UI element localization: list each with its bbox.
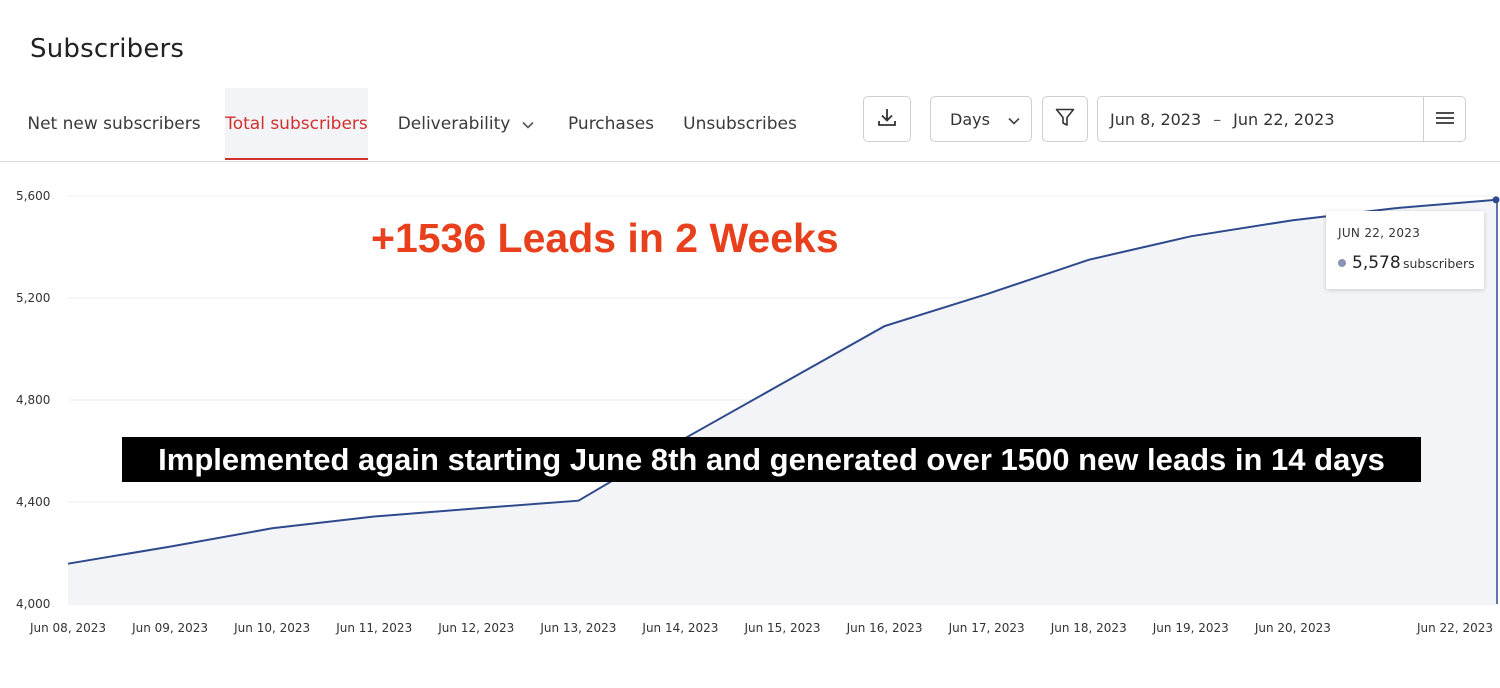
series-line (67, 198, 1498, 565)
headline-annotation: +1536 Leads in 2 Weeks (371, 215, 839, 261)
date-start: Jun 8, 2023 (1110, 109, 1202, 129)
page-title: Subscribers (30, 34, 185, 64)
x-tick-label: Jun 19, 2023 (1152, 621, 1229, 635)
tooltip-unit: subscribers (1403, 256, 1475, 271)
tooltip-series-dot (1338, 259, 1346, 267)
filter-button[interactable] (1042, 96, 1088, 142)
tooltip-value: 5,578 (1352, 253, 1401, 273)
x-tick-label: Jun 09, 2023 (131, 621, 208, 635)
data-point[interactable] (1492, 196, 1500, 204)
chart-tooltip: JUN 22, 2023 5,578 subscribers (1326, 211, 1484, 289)
tab-total-subscribers[interactable]: Total subscribers (225, 88, 368, 160)
x-tick-label: Jun 08, 2023 (29, 621, 106, 635)
y-tick-label: 4,800 (16, 393, 50, 407)
tab-label: Unsubscribes (683, 114, 797, 134)
chevron-down-icon (1008, 110, 1020, 129)
y-tick-label: 5,200 (16, 291, 50, 305)
tab-label: Total subscribers (225, 114, 368, 134)
tab-label: Deliverability (397, 114, 511, 134)
filter-icon (1054, 106, 1076, 132)
x-tick-label: Jun 12, 2023 (437, 621, 514, 635)
interval-select[interactable]: Days (930, 96, 1032, 142)
y-tick-label: 4,000 (16, 597, 50, 611)
x-tick-label: Jun 13, 2023 (539, 621, 616, 635)
tooltip-date: JUN 22, 2023 (1338, 226, 1421, 240)
x-tick-label: Jun 20, 2023 (1254, 621, 1331, 635)
x-tick-label: Jun 22, 2023 (1416, 621, 1493, 635)
header-divider (0, 161, 1500, 162)
banner-annotation: Implemented again starting June 8th and … (122, 437, 1421, 482)
x-tick-label: Jun 16, 2023 (846, 621, 923, 635)
date-separator: – (1213, 109, 1222, 129)
download-icon (876, 106, 898, 132)
tab-purchases[interactable]: Purchases (560, 88, 662, 160)
x-tick-label: Jun 11, 2023 (335, 621, 412, 635)
date-end: Jun 22, 2023 (1233, 109, 1335, 129)
tab-deliverability[interactable]: Deliverability (386, 88, 546, 160)
y-tick-label: 4,400 (16, 495, 50, 509)
chevron-down-icon (522, 88, 534, 160)
tab-label: Net new subscribers (27, 114, 201, 134)
date-range-picker[interactable]: Jun 8, 2023 – Jun 22, 2023 (1097, 96, 1466, 142)
x-tick-label: Jun 17, 2023 (948, 621, 1025, 635)
download-button[interactable] (863, 96, 911, 142)
tab-net-new-subscribers[interactable]: Net new subscribers (18, 88, 210, 160)
x-tick-label: Jun 14, 2023 (641, 621, 718, 635)
tab-label: Purchases (567, 114, 655, 134)
area-fill (68, 199, 1497, 605)
x-tick-label: Jun 18, 2023 (1050, 621, 1127, 635)
hamburger-menu-icon (1435, 110, 1455, 129)
x-tick-label: Jun 10, 2023 (233, 621, 310, 635)
subscribers-chart: 4,000 4,400 4,800 5,200 5,600 Jun 08, 2023 Jun… (16, 189, 1500, 635)
y-tick-label: 5,600 (16, 189, 50, 203)
x-tick-label: Jun 15, 2023 (743, 621, 820, 635)
interval-value: Days (950, 109, 990, 129)
tab-unsubscribes[interactable]: Unsubscribes (676, 88, 804, 160)
date-menu-button[interactable] (1423, 97, 1465, 141)
